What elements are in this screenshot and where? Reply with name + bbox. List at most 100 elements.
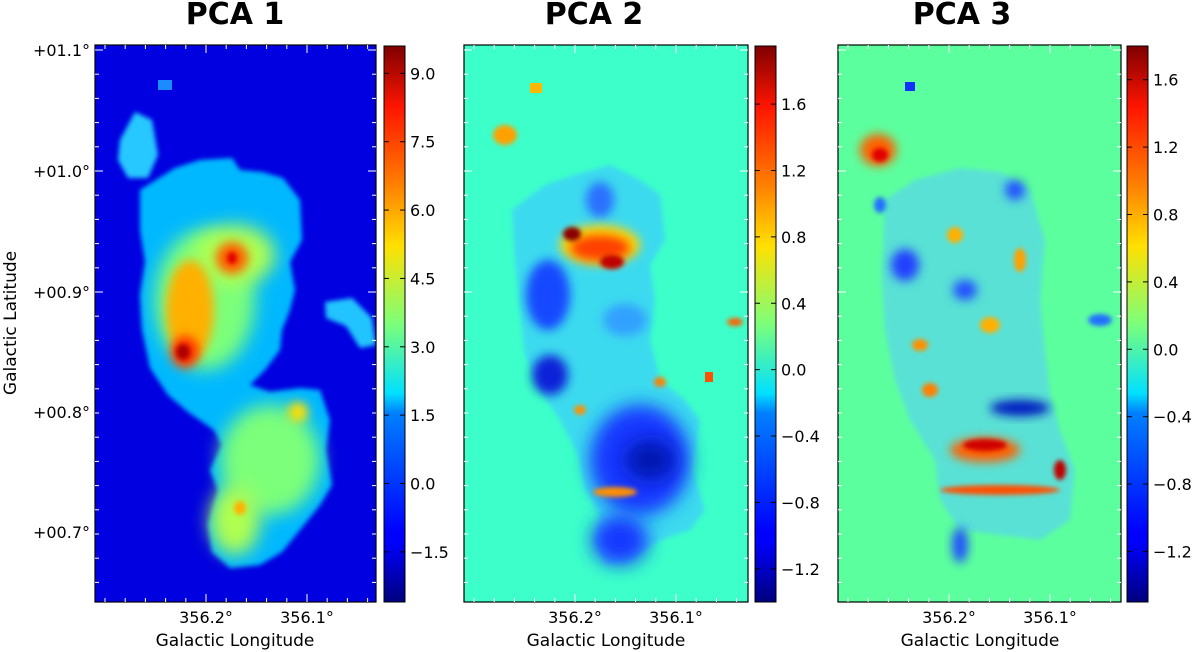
colorbar bbox=[754, 45, 777, 603]
x-tick-label: 356.2° bbox=[179, 608, 233, 627]
x-axis-label: Galactic Longitude bbox=[901, 631, 1060, 651]
positive-structure bbox=[493, 125, 517, 145]
intensity-map bbox=[118, 80, 376, 568]
map-ticks bbox=[95, 45, 376, 602]
emission-core bbox=[234, 501, 246, 515]
negative-structure bbox=[592, 515, 648, 565]
y-tick-label: +00.9° bbox=[33, 283, 90, 302]
positive-speck bbox=[530, 83, 542, 93]
emission-core bbox=[176, 344, 190, 360]
colorbar-tick-label: 0.0 bbox=[781, 361, 806, 380]
negative-structure bbox=[953, 280, 977, 300]
panel-pca-1: PCA 1 +01.1° +01.0° +00.9° +00.8° +00.7° 356… bbox=[1, 0, 449, 651]
emission-speck bbox=[158, 80, 172, 90]
positive-structure bbox=[912, 339, 928, 351]
emission-core bbox=[210, 485, 260, 555]
panel-pca-2: PCA 2 356.2° 356.1° Galactic Longit bbox=[463, 0, 820, 651]
negative-structure bbox=[1088, 314, 1112, 326]
intensity-map bbox=[860, 82, 1112, 563]
y-axis-label: Galactic Latitude bbox=[1, 251, 21, 395]
positive-structure bbox=[570, 235, 630, 261]
positive-structure bbox=[654, 377, 666, 387]
colorbar-tick-label: −0.4 bbox=[781, 427, 820, 446]
positive-structure bbox=[947, 227, 963, 243]
colorbar-tick-label: 0.0 bbox=[1153, 340, 1178, 359]
negative-structure bbox=[532, 355, 568, 395]
colorbar bbox=[1126, 45, 1149, 603]
panel-pca-3: PCA 3 356.2° 356.1° Galactic bbox=[837, 0, 1192, 651]
colorbar-ticks: 9.0 7.5 6.0 4.5 3.0 1.5 0.0 −1.5 bbox=[384, 64, 449, 562]
y-axis-tick-labels: +01.1° +01.0° +00.9° +00.8° +00.7° bbox=[33, 41, 90, 542]
positive-structure bbox=[593, 487, 637, 497]
x-axis-label: Galactic Longitude bbox=[527, 631, 686, 651]
positive-structure bbox=[922, 383, 938, 397]
positive-structure bbox=[1014, 248, 1026, 272]
x-axis-tick-labels: 356.2° 356.1° bbox=[922, 608, 1077, 627]
y-tick-label: +00.7° bbox=[33, 523, 90, 542]
colorbar-tick-label: 1.5 bbox=[410, 406, 435, 425]
colorbar-tick-label: −0.8 bbox=[781, 493, 820, 512]
map-ticks bbox=[838, 45, 1121, 602]
structure-region bbox=[882, 168, 1075, 540]
colorbar bbox=[383, 45, 406, 603]
positive-structure bbox=[1054, 460, 1066, 480]
colorbar-tick-label: 0.4 bbox=[781, 294, 806, 313]
negative-structure bbox=[874, 197, 886, 213]
colorbar-tick-label: 0.4 bbox=[1153, 273, 1178, 292]
positive-structure bbox=[563, 227, 581, 241]
y-tick-label: +01.0° bbox=[33, 162, 90, 181]
positive-structure bbox=[940, 485, 1060, 495]
colorbar-tick-label: −1.2 bbox=[1153, 542, 1192, 561]
x-tick-label: 356.2° bbox=[922, 608, 976, 627]
y-tick-label: +00.8° bbox=[33, 403, 90, 422]
colorbar-tick-label: 1.2 bbox=[1153, 138, 1178, 157]
x-axis-label: Galactic Longitude bbox=[156, 631, 315, 651]
colorbar-tick-label: 4.5 bbox=[410, 269, 435, 288]
positive-structure bbox=[574, 405, 586, 415]
positive-structure bbox=[600, 255, 624, 269]
emission-clump-north bbox=[118, 112, 158, 178]
colorbar-tick-label: 0.0 bbox=[410, 475, 435, 494]
x-tick-label: 356.1° bbox=[280, 608, 334, 627]
colorbar-tick-label: −1.5 bbox=[410, 543, 449, 562]
map-frame bbox=[463, 44, 749, 603]
negative-structure bbox=[952, 527, 968, 563]
colorbar-tick-label: 7.5 bbox=[410, 133, 435, 152]
positive-speck bbox=[705, 372, 713, 382]
negative-structure bbox=[1005, 180, 1025, 200]
map-frame bbox=[837, 44, 1122, 603]
colorbar-tick-label: 1.6 bbox=[781, 95, 806, 114]
colorbar-tick-label: −1.2 bbox=[781, 560, 820, 579]
colorbar-tick-label: 1.6 bbox=[1153, 71, 1178, 90]
panel-title: PCA 1 bbox=[186, 0, 285, 32]
positive-structure bbox=[727, 318, 743, 326]
x-tick-label: 356.1° bbox=[649, 608, 703, 627]
colorbar-ticks: 1.6 1.2 0.8 0.4 0.0 −0.4 −0.8 −1.2 bbox=[1127, 71, 1192, 561]
positive-structure bbox=[872, 148, 888, 162]
emission-clump-east bbox=[325, 298, 376, 348]
emission-core bbox=[288, 402, 308, 422]
x-tick-label: 356.1° bbox=[1023, 608, 1077, 627]
x-axis-tick-labels: 356.2° 356.1° bbox=[548, 608, 703, 627]
negative-structure bbox=[990, 400, 1050, 416]
emission-core bbox=[220, 405, 320, 515]
colorbar-tick-label: 6.0 bbox=[410, 201, 435, 220]
intensity-map bbox=[493, 83, 743, 565]
positive-structure bbox=[980, 317, 1000, 333]
colorbar-tick-label: −0.8 bbox=[1153, 475, 1192, 494]
negative-structure bbox=[891, 249, 919, 281]
panel-title: PCA 2 bbox=[545, 0, 644, 32]
emission-core bbox=[166, 260, 214, 360]
x-tick-label: 356.2° bbox=[548, 608, 602, 627]
colorbar-tick-label: 9.0 bbox=[410, 64, 435, 83]
negative-structure bbox=[586, 182, 614, 218]
emission-core bbox=[227, 252, 237, 264]
negative-structure bbox=[625, 440, 675, 480]
colorbar-tick-label: 3.0 bbox=[410, 338, 435, 357]
negative-structure bbox=[603, 304, 647, 336]
colorbar-tick-label: 0.8 bbox=[1153, 205, 1178, 224]
y-tick-label: +01.1° bbox=[33, 41, 90, 60]
colorbar-tick-label: −0.4 bbox=[1153, 408, 1192, 427]
map-frame bbox=[94, 44, 377, 603]
